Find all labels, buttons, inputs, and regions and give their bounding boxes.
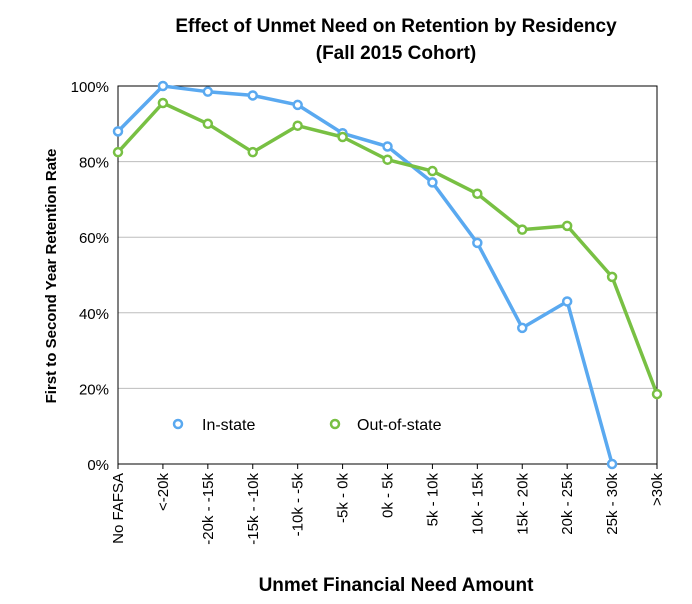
- series-line-in-state: [116, 84, 614, 465]
- y-axis-ticks: 0% 20% 40% 60% 80% 100%: [71, 79, 109, 474]
- x-tick-label: 0k - 5k: [380, 473, 397, 519]
- y-tick-label: 40%: [79, 306, 109, 323]
- x-tick-label: 10k - 15k: [469, 473, 486, 535]
- x-tick-label: 25k - 30k: [604, 473, 621, 535]
- y-axis-title: First to Second Year Retention Rate: [43, 149, 60, 404]
- x-tick-label: -10k - -5k: [290, 473, 307, 537]
- legend-marker-in-state: [172, 418, 184, 430]
- y-tick-label: 0%: [87, 457, 109, 474]
- chart-title: Effect of Unmet Need on Retention by Res…: [175, 16, 617, 37]
- data-point-in-state: [112, 126, 124, 137]
- data-point-in-state: [427, 177, 438, 188]
- x-tick-label: 5k - 10k: [424, 473, 441, 527]
- gridlines: [118, 161, 657, 389]
- legend-label-in-state: In-state: [202, 417, 255, 434]
- series-layer: [112, 80, 663, 470]
- series-in-state: [112, 80, 618, 470]
- data-point-in-state: [606, 458, 618, 470]
- data-point-in-state: [292, 99, 303, 111]
- x-tick-label: <-20k: [155, 473, 172, 511]
- x-tick-label: -5k - 0k: [335, 473, 352, 524]
- x-tick-label: 20k - 25k: [559, 473, 576, 535]
- y-tick-label: 20%: [79, 381, 109, 398]
- legend-item-in-state: In-state: [172, 417, 255, 434]
- chart-subtitle: (Fall 2015 Cohort): [316, 43, 476, 64]
- y-tick-label: 100%: [71, 79, 109, 96]
- x-axis-ticks: No FAFSA <-20k -20k - -15k -15k - -10k -10k …: [110, 464, 666, 545]
- y-tick-label: 80%: [79, 155, 109, 172]
- data-point-out-of-state: [561, 220, 573, 232]
- data-point-out-of-state: [202, 118, 214, 130]
- x-tick-label: No FAFSA: [110, 473, 127, 544]
- data-point-in-state: [157, 80, 169, 92]
- data-point-out-of-state: [472, 188, 483, 199]
- data-point-out-of-state: [157, 97, 169, 109]
- legend-label-out-of-state: Out-of-state: [357, 417, 442, 434]
- data-point-out-of-state: [382, 154, 393, 165]
- data-point-out-of-state: [651, 388, 663, 400]
- data-point-in-state: [202, 86, 214, 97]
- x-tick-label: 15k - 20k: [514, 473, 531, 535]
- series-out-of-state: [112, 97, 663, 400]
- legend: In-state Out-of-state: [172, 417, 442, 434]
- data-point-out-of-state: [517, 224, 528, 235]
- legend-item-out-of-state: Out-of-state: [329, 417, 442, 434]
- legend-marker-out-of-state: [329, 418, 341, 430]
- data-point-out-of-state: [247, 146, 258, 158]
- data-point-out-of-state: [427, 165, 438, 177]
- x-axis-title: Unmet Financial Need Amount: [259, 575, 534, 596]
- x-tick-label: >30k: [649, 473, 666, 506]
- x-tick-label: -20k - -15k: [200, 473, 217, 545]
- x-tick-label: -15k - -10k: [245, 473, 262, 545]
- y-tick-label: 60%: [79, 230, 109, 247]
- data-point-in-state: [517, 322, 528, 334]
- data-point-out-of-state: [292, 120, 303, 131]
- data-point-in-state: [472, 237, 483, 249]
- data-point-out-of-state: [337, 131, 348, 143]
- data-point-out-of-state: [606, 271, 618, 283]
- data-point-in-state: [382, 141, 393, 152]
- data-point-in-state: [247, 90, 258, 101]
- data-point-out-of-state: [112, 146, 124, 158]
- data-point-in-state: [561, 296, 573, 307]
